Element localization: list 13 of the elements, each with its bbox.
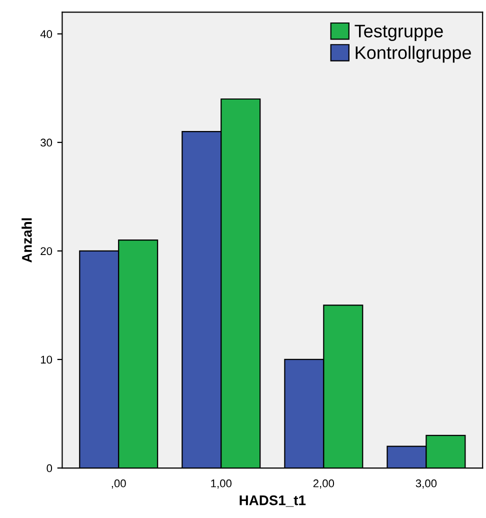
legend-label: Testgruppe — [354, 24, 443, 42]
x-tick-label: ,00 — [112, 479, 126, 489]
y-tick-label: 0 — [46, 464, 52, 472]
x-axis-title: HADS1_t1 — [240, 495, 306, 507]
y-tick-label: 40 — [40, 30, 52, 38]
x-tick-label: 1,00 — [211, 479, 232, 489]
x-tick-label: 3,00 — [416, 479, 437, 489]
x-tick-label: 2,00 — [313, 479, 334, 489]
y-tick-label: 20 — [40, 247, 52, 256]
legend-label: Kontrollgruppe — [356, 46, 471, 63]
y-tick-label: 30 — [40, 138, 52, 147]
y-tick-label: 10 — [40, 356, 52, 364]
y-axis-title: Anzahl — [22, 218, 32, 263]
